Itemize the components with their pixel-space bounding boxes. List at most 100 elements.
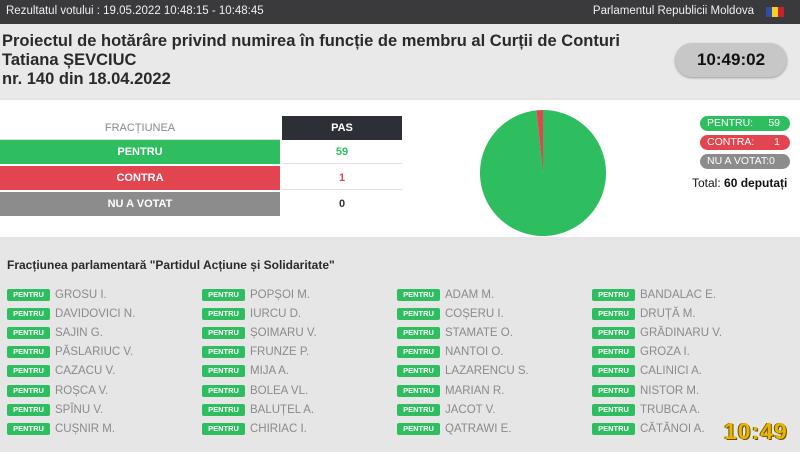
deputy-name: IURCU D. <box>250 308 302 321</box>
vote-badge: PENTRU <box>592 346 635 359</box>
vote-badge: PENTRU <box>397 422 440 435</box>
vote-badge: PENTRU <box>202 422 245 435</box>
vote-badge: PENTRU <box>202 384 245 397</box>
deputy-name: POPȘOI M. <box>250 289 311 301</box>
legend-pentru: PENTRU: 59 <box>700 116 790 131</box>
vote-badge: PENTRU <box>7 289 50 301</box>
faction-title: Fracțiunea parlamentară "Partidul Acțiun… <box>7 258 335 272</box>
vote-badge: PENTRU <box>592 365 635 378</box>
deputy-name: BANDALAC E. <box>640 289 717 301</box>
deputy-name: CAZACU V. <box>55 365 116 378</box>
flag-icon <box>766 7 784 17</box>
deputy-name: DRUȚĂ M. <box>640 308 696 321</box>
vote-badge: PENTRU <box>592 422 635 435</box>
total-count: Total: 60 deputați <box>692 176 787 190</box>
table-row: PENTRU 59 <box>0 140 402 164</box>
vote-badge: PENTRU <box>397 365 440 378</box>
deputy-name: COȘERU I. <box>445 308 504 321</box>
deputy-name: BALUȚEL A. <box>250 403 315 416</box>
legend-absent-label: NU A VOTAT: <box>707 155 770 167</box>
vote-badge: PENTRU <box>397 346 440 359</box>
deputy-name: LAZARENCU S. <box>445 365 529 378</box>
vote-badge: PENTRU <box>397 289 440 301</box>
deputy-name: GROZA I. <box>640 346 690 359</box>
deputy-name: TRUBCA A. <box>640 403 701 416</box>
header-faction: FRACȚIUNEA <box>0 116 280 140</box>
vote-badge: PENTRU <box>592 384 635 397</box>
vote-badge: PENTRU <box>397 384 440 397</box>
deputy-name: GRĂDINARU V. <box>640 327 723 340</box>
table-row: CONTRA 1 <box>0 166 402 190</box>
vote-badge: PENTRU <box>397 308 440 321</box>
vote-badge: PENTRU <box>7 365 50 378</box>
deputy-name: JACOT V. <box>445 403 496 416</box>
deputy-name: SAJIN G. <box>55 327 103 340</box>
legend-absent: NU A VOTAT:0 <box>700 154 790 169</box>
legend-pentru-value: 59 <box>768 117 780 129</box>
deputy-name: FRUNZE P. <box>250 346 310 359</box>
vote-badge: PENTRU <box>7 327 50 340</box>
vote-badge: PENTRU <box>7 308 50 321</box>
vote-badge: PENTRU <box>592 308 635 321</box>
row-label-pentru: PENTRU <box>0 140 280 164</box>
deputy-name: BOLEA VL. <box>250 384 309 397</box>
deputy-name: MIJA A. <box>250 365 289 378</box>
deputy-name: CUȘNIR M. <box>55 422 116 435</box>
title-line-3: nr. 140 din 18.04.2022 <box>2 70 171 88</box>
pie-slice-contra <box>536 110 543 173</box>
vote-badge: PENTRU <box>397 403 440 416</box>
faction-panel: Fracțiunea parlamentară "Partidul Acțiun… <box>0 240 800 452</box>
row-value-pentru: 59 <box>282 140 402 164</box>
vote-badge: PENTRU <box>397 327 440 340</box>
total-value: 60 deputați <box>724 176 788 190</box>
deputy-name: ROȘCA V. <box>55 384 109 397</box>
legend-pentru-label: PENTRU: <box>707 117 754 129</box>
deputy-name: CHIRIAC I. <box>250 422 307 435</box>
deputy-name: PĂSLARIUC V. <box>55 346 134 359</box>
vote-badge: PENTRU <box>202 327 245 340</box>
vote-clock: 10:49:02 <box>675 43 787 77</box>
vote-badge: PENTRU <box>202 308 245 321</box>
row-value-contra: 1 <box>282 166 402 190</box>
deputy-name: NANTOI O. <box>445 346 504 359</box>
table-header: FRACȚIUNEA PAS <box>0 116 402 140</box>
vote-badge: PENTRU <box>7 384 50 397</box>
title-line-1: Proiectul de hotărâre privind numirea în… <box>2 32 620 50</box>
row-label-absent: NU A VOTAT <box>0 192 280 216</box>
vote-badge: PENTRU <box>7 403 50 416</box>
row-label-contra: CONTRA <box>0 166 280 190</box>
overlay-clock: 10:49 <box>724 418 788 444</box>
deputy-name: STAMATE O. <box>445 327 513 340</box>
vote-badge: PENTRU <box>202 289 245 301</box>
institution-name: Parlamentul Republicii Moldova <box>592 5 754 17</box>
vote-badge: PENTRU <box>202 365 245 378</box>
vote-badge: PENTRU <box>592 403 635 416</box>
legend-absent-value: 0 <box>769 155 775 167</box>
vote-badge: PENTRU <box>202 403 245 416</box>
deputy-name: ȘOIMARU V. <box>250 327 317 340</box>
deputy-name: GROSU I. <box>55 289 107 301</box>
vote-pie-chart <box>480 110 606 236</box>
deputy-name: CALINICI A. <box>640 365 702 378</box>
legend-contra-label: CONTRA: <box>707 136 755 148</box>
total-label: Total: <box>692 176 721 190</box>
table-row: NU A VOTAT 0 <box>0 192 402 216</box>
vote-badge: PENTRU <box>7 422 50 435</box>
deputy-name: NISTOR M. <box>640 384 700 397</box>
vote-badge: PENTRU <box>592 289 635 301</box>
deputy-name: SPÎNU V. <box>55 403 104 416</box>
vote-badge: PENTRU <box>7 346 50 359</box>
legend-contra: CONTRA: 1 <box>700 135 790 150</box>
results-panel: FRACȚIUNEA PAS PENTRU 59 CONTRA 1 NU A V… <box>0 100 800 237</box>
deputy-name: ADAM M. <box>445 289 495 301</box>
deputy-name: CĂTĂNOI A. <box>640 422 705 435</box>
header-party: PAS <box>282 116 402 140</box>
vote-timestamp: Rezultatul votului : 19.05.2022 10:48:15… <box>6 5 264 17</box>
header: Proiectul de hotărâre privind numirea în… <box>0 24 800 98</box>
page-title: Proiectul de hotărâre privind numirea în… <box>2 32 620 89</box>
top-bar: Rezultatul votului : 19.05.2022 10:48:15… <box>0 0 800 24</box>
title-line-2: Tatiana ȘEVCIUC <box>2 51 137 69</box>
row-value-absent: 0 <box>338 198 346 210</box>
legend-contra-value: 1 <box>774 136 780 148</box>
deputy-name: MARIAN R. <box>445 384 505 397</box>
